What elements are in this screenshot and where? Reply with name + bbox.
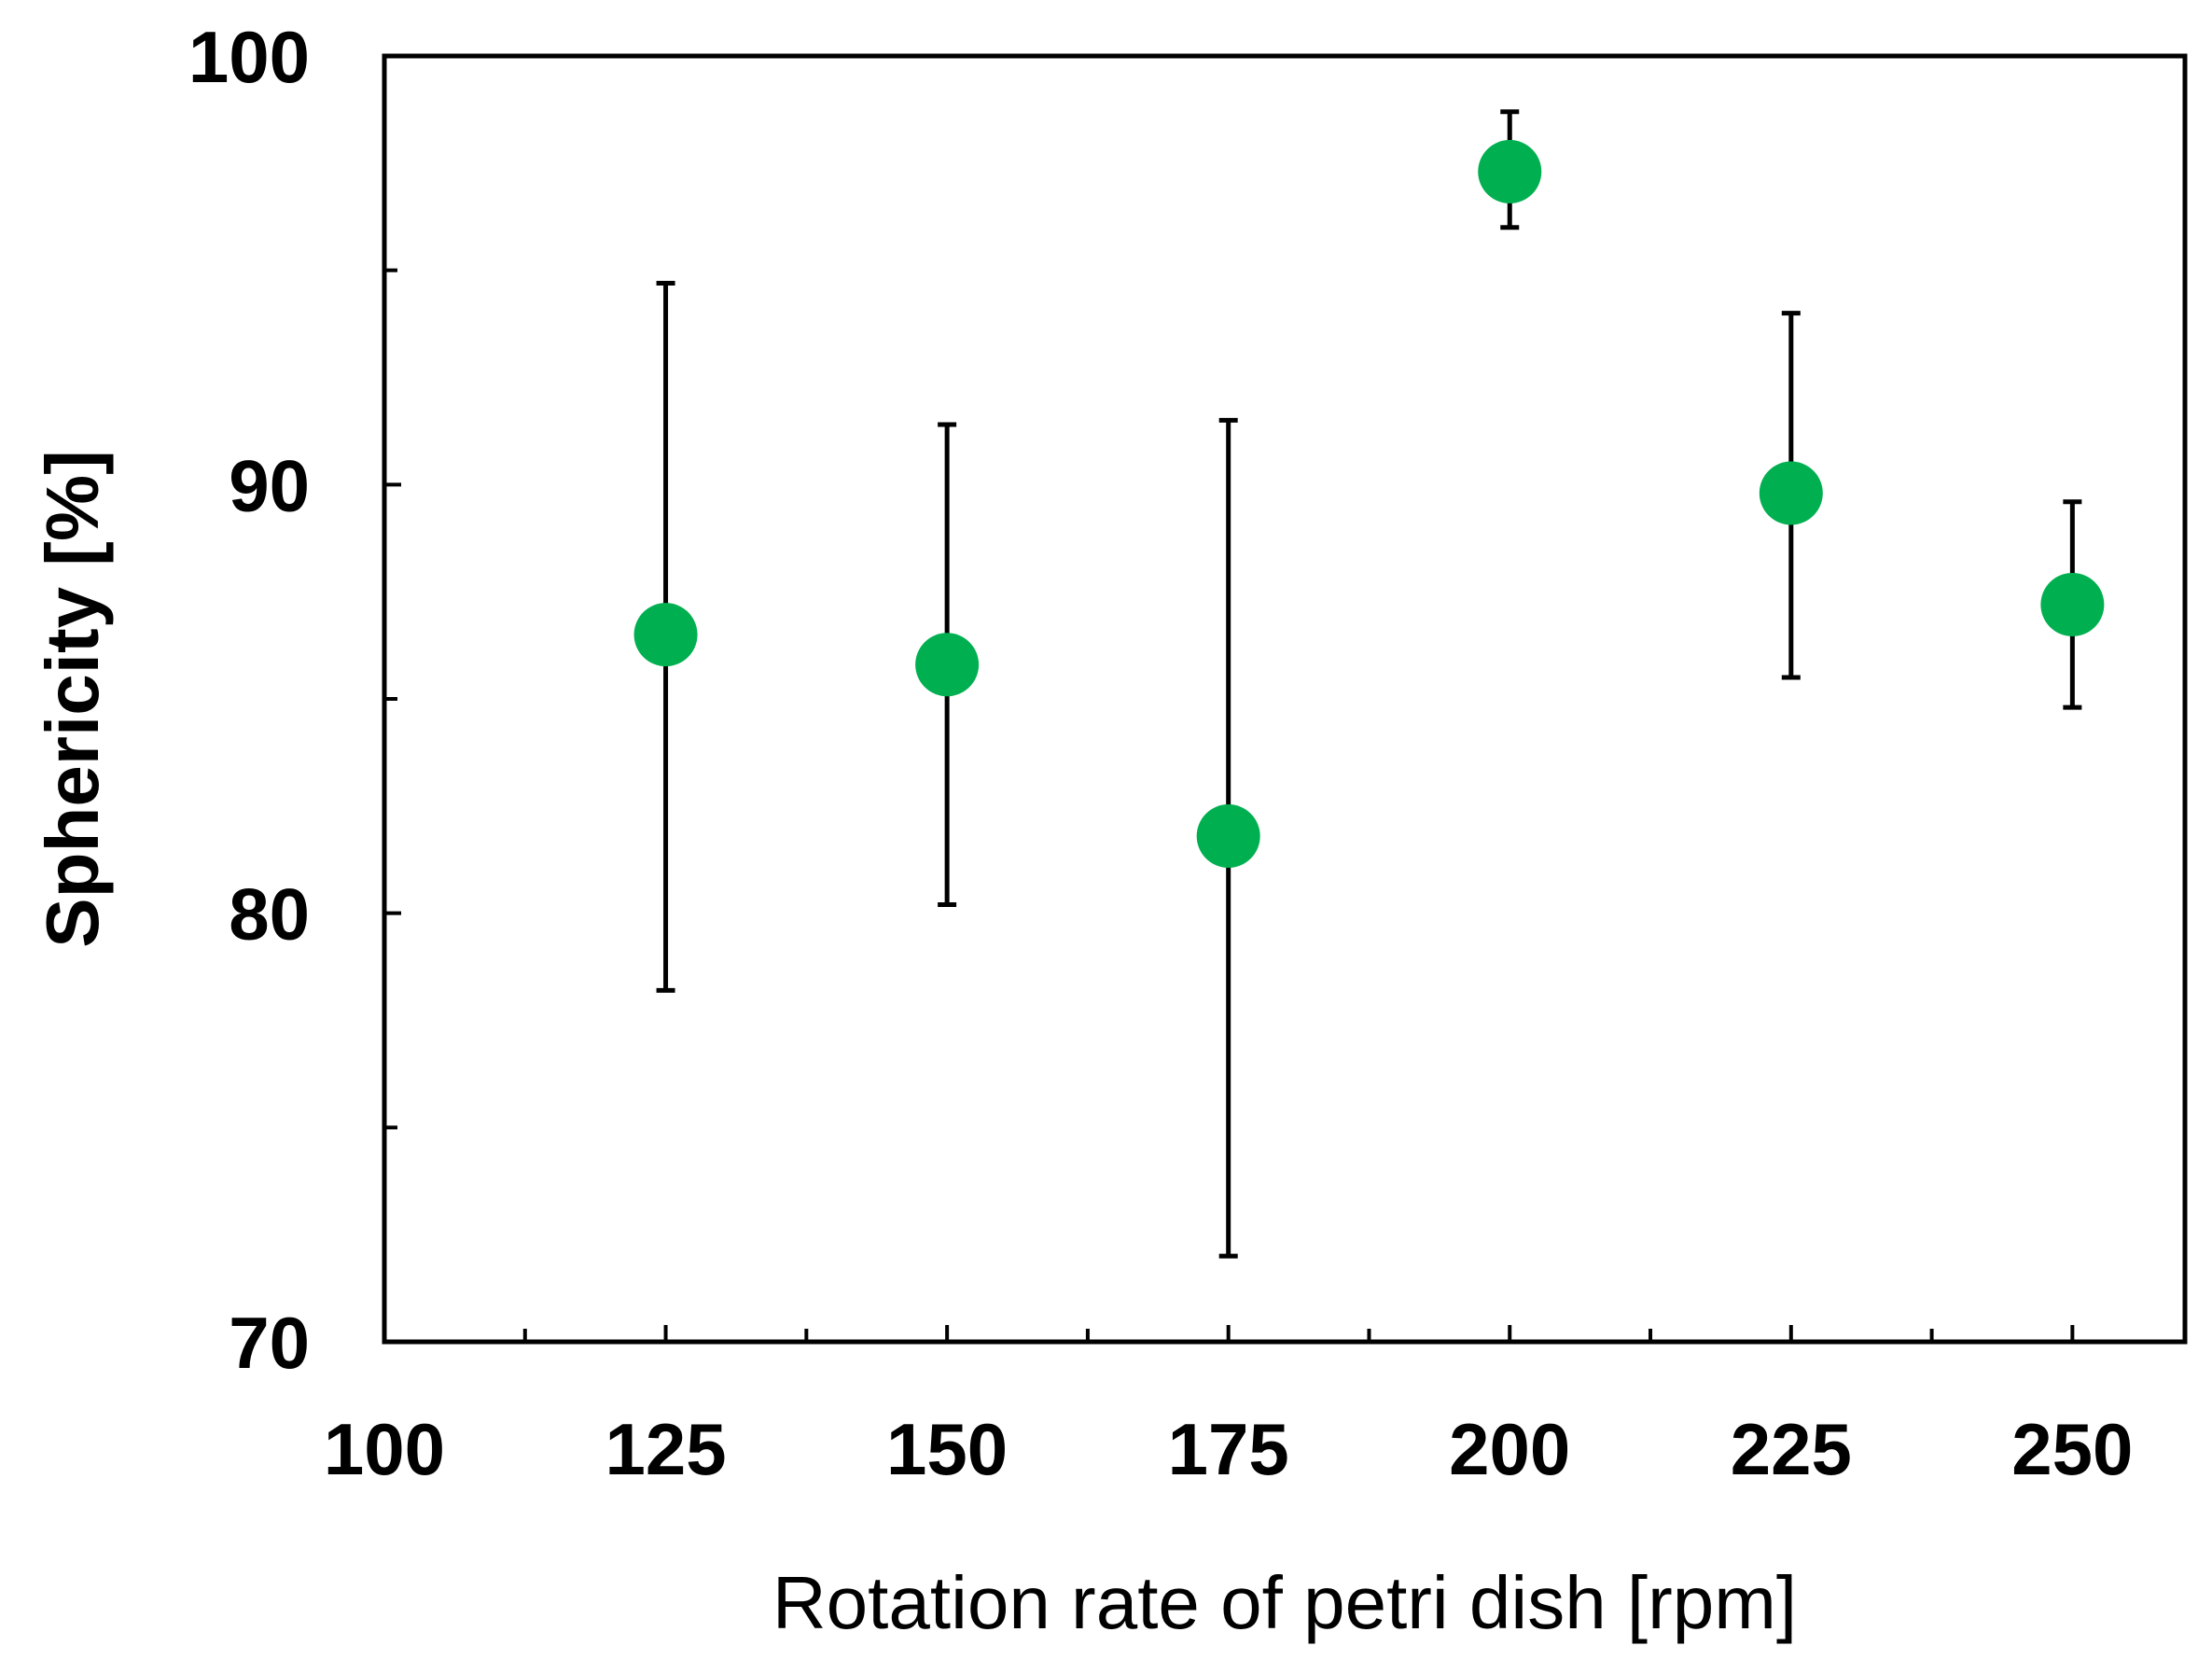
y-tick-label: 70 (229, 1302, 310, 1384)
x-tick-label: 250 (2011, 1408, 2133, 1490)
data-point (1196, 803, 1260, 868)
data-points (633, 140, 2105, 868)
x-tick-label: 125 (605, 1408, 726, 1490)
data-point (2040, 572, 2105, 636)
data-point (633, 603, 698, 667)
y-axis: 70 80 90 100 (188, 16, 401, 1384)
data-point (1478, 140, 1542, 204)
plot-area (382, 53, 2188, 1345)
x-axis: 100 125 150 175 200 225 250 (324, 1325, 2133, 1490)
x-tick-label: 100 (324, 1408, 445, 1490)
y-tick-label: 100 (188, 16, 310, 98)
y-tick-label: 80 (229, 873, 310, 956)
x-tick-label: 175 (1168, 1408, 1289, 1490)
x-axis-title: Rotation rate of petri dish [rpm] (772, 1561, 1797, 1644)
x-tick-label: 200 (1449, 1408, 1570, 1490)
y-tick-label: 90 (229, 444, 310, 526)
y-axis-title: Sphericity [%] (31, 450, 114, 947)
x-tick-label: 150 (886, 1408, 1008, 1490)
data-point (1759, 461, 1823, 525)
data-point (915, 633, 980, 697)
x-tick-label: 225 (1731, 1408, 1852, 1490)
